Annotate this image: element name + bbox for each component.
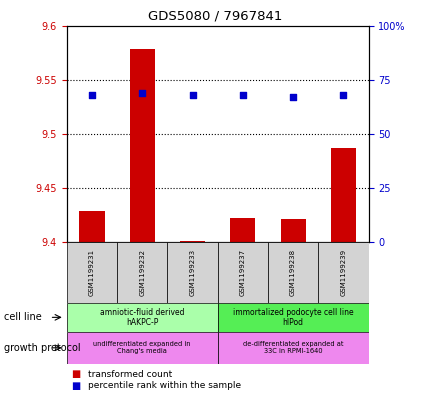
Text: amniotic-fluid derived
hAKPC-P: amniotic-fluid derived hAKPC-P bbox=[100, 308, 184, 327]
Bar bbox=[67, 303, 217, 332]
Bar bbox=[217, 242, 267, 303]
Bar bbox=[267, 242, 317, 303]
Bar bbox=[79, 211, 104, 242]
Text: GSM1199233: GSM1199233 bbox=[189, 249, 195, 296]
Point bbox=[239, 92, 246, 98]
Bar bbox=[230, 218, 255, 242]
Bar bbox=[117, 242, 167, 303]
Point bbox=[88, 92, 95, 98]
Bar bbox=[167, 242, 217, 303]
Text: ■: ■ bbox=[71, 369, 80, 379]
Bar bbox=[67, 332, 217, 364]
Text: cell line: cell line bbox=[4, 312, 42, 322]
Text: de-differentiated expanded at
33C in RPMI-1640: de-differentiated expanded at 33C in RPM… bbox=[242, 341, 343, 354]
Point bbox=[138, 89, 145, 95]
Text: growth protocol: growth protocol bbox=[4, 343, 81, 353]
Text: GSM1199232: GSM1199232 bbox=[139, 249, 145, 296]
Point bbox=[289, 94, 296, 100]
Text: GSM1199237: GSM1199237 bbox=[239, 249, 245, 296]
Bar bbox=[67, 242, 117, 303]
Text: GSM1199239: GSM1199239 bbox=[340, 249, 346, 296]
Bar bbox=[217, 303, 368, 332]
Point bbox=[339, 92, 346, 98]
Bar bbox=[180, 241, 205, 242]
Text: GDS5080 / 7967841: GDS5080 / 7967841 bbox=[148, 10, 282, 23]
Text: percentile rank within the sample: percentile rank within the sample bbox=[88, 382, 241, 390]
Text: immortalized podocyte cell line
hIPod: immortalized podocyte cell line hIPod bbox=[232, 308, 353, 327]
Point bbox=[189, 92, 196, 98]
Text: GSM1199231: GSM1199231 bbox=[89, 249, 95, 296]
Text: transformed count: transformed count bbox=[88, 370, 172, 378]
Bar bbox=[217, 332, 368, 364]
Bar bbox=[280, 219, 305, 242]
Text: GSM1199238: GSM1199238 bbox=[289, 249, 295, 296]
Bar bbox=[317, 242, 368, 303]
Text: undifferentiated expanded in
Chang's media: undifferentiated expanded in Chang's med… bbox=[93, 341, 190, 354]
Text: ■: ■ bbox=[71, 381, 80, 391]
Bar bbox=[129, 49, 154, 242]
Bar bbox=[330, 148, 355, 242]
